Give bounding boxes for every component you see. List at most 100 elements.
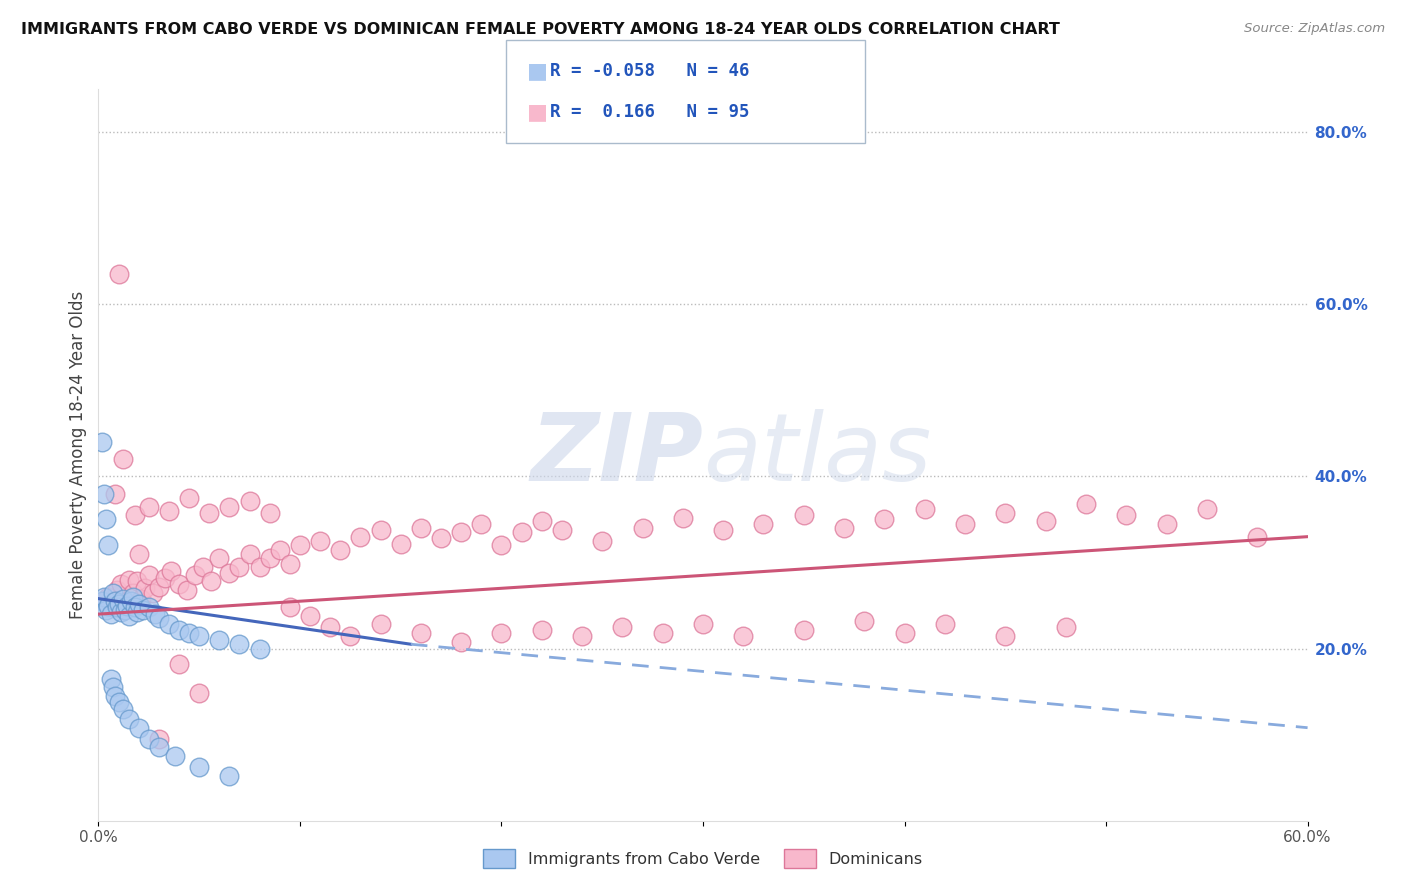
- Point: [339, 629, 361, 643]
- Point: [249, 641, 271, 656]
- Point: [278, 558, 301, 572]
- Point: [111, 591, 134, 606]
- Point: [184, 568, 207, 582]
- Point: [631, 521, 654, 535]
- Point: [138, 731, 160, 746]
- Text: R =  0.166   N = 95: R = 0.166 N = 95: [550, 103, 749, 121]
- Point: [97, 538, 120, 552]
- Point: [510, 525, 533, 540]
- Point: [409, 521, 432, 535]
- Point: [228, 559, 250, 574]
- Point: [111, 702, 134, 716]
- Point: [118, 573, 141, 587]
- Point: [138, 500, 160, 514]
- Point: [107, 597, 129, 611]
- Point: [651, 626, 673, 640]
- Point: [853, 614, 876, 628]
- Point: [370, 617, 392, 632]
- Point: [208, 632, 231, 647]
- Point: [167, 577, 190, 591]
- Point: [193, 559, 215, 574]
- Point: [96, 603, 118, 617]
- Point: [97, 599, 120, 613]
- Point: [218, 566, 240, 580]
- Point: [157, 617, 180, 632]
- Point: [711, 523, 734, 537]
- Point: [299, 608, 322, 623]
- Point: [1074, 497, 1097, 511]
- Point: [1054, 620, 1077, 634]
- Point: [994, 506, 1017, 520]
- Point: [188, 629, 211, 643]
- Point: [218, 769, 240, 783]
- Point: [128, 721, 150, 735]
- Point: [1195, 502, 1218, 516]
- Point: [128, 597, 150, 611]
- Point: [239, 493, 262, 508]
- Point: [124, 600, 146, 615]
- Point: [114, 597, 136, 611]
- Point: [97, 590, 120, 604]
- Point: [530, 623, 553, 637]
- Point: [259, 551, 281, 566]
- Point: [100, 672, 122, 686]
- Point: [124, 508, 146, 523]
- Point: [120, 594, 142, 608]
- Point: [1246, 530, 1268, 544]
- Point: [198, 506, 221, 520]
- Point: [591, 533, 613, 548]
- Point: [93, 590, 115, 604]
- Point: [914, 502, 936, 516]
- Point: [278, 600, 301, 615]
- Point: [389, 536, 412, 550]
- Point: [134, 582, 156, 596]
- Point: [893, 626, 915, 640]
- Point: [994, 629, 1017, 643]
- Point: [200, 574, 222, 589]
- Point: [832, 521, 855, 535]
- Point: [167, 623, 190, 637]
- Point: [228, 637, 250, 651]
- Point: [288, 538, 311, 552]
- Point: [91, 594, 114, 608]
- Point: [259, 506, 281, 520]
- Point: [103, 594, 125, 608]
- Point: [1156, 516, 1178, 531]
- Point: [179, 491, 201, 505]
- Point: [571, 629, 593, 643]
- Text: ■: ■: [527, 61, 548, 81]
- Point: [100, 607, 122, 621]
- Point: [148, 731, 170, 746]
- Point: [138, 600, 160, 615]
- Point: [148, 740, 170, 755]
- Point: [101, 680, 124, 694]
- Point: [319, 620, 342, 634]
- Point: [163, 749, 186, 764]
- Point: [93, 486, 115, 500]
- Point: [105, 600, 128, 615]
- Point: [176, 582, 198, 597]
- Point: [873, 512, 896, 526]
- Point: [111, 452, 134, 467]
- Point: [121, 585, 143, 599]
- Text: atlas: atlas: [703, 409, 931, 500]
- Point: [752, 516, 775, 531]
- Point: [138, 568, 160, 582]
- Point: [93, 594, 115, 608]
- Point: [530, 514, 553, 528]
- Point: [121, 590, 143, 604]
- Text: R = -0.058   N = 46: R = -0.058 N = 46: [550, 62, 749, 79]
- Point: [309, 533, 332, 548]
- Point: [91, 435, 114, 450]
- Point: [450, 634, 472, 648]
- Point: [110, 577, 132, 591]
- Point: [953, 516, 976, 531]
- Point: [430, 532, 453, 546]
- Point: [692, 617, 714, 632]
- Point: [103, 486, 125, 500]
- Point: [103, 689, 125, 703]
- Point: [114, 603, 136, 617]
- Point: [551, 523, 574, 537]
- Point: [672, 510, 695, 524]
- Point: [118, 712, 141, 726]
